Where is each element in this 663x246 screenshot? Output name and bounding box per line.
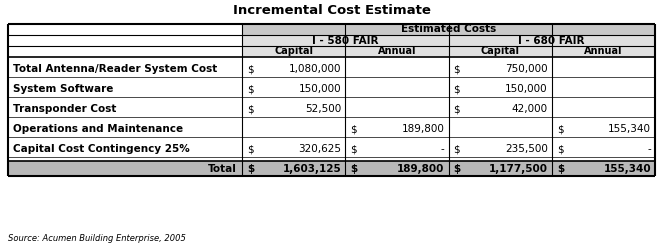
- Text: I - 680 FAIR: I - 680 FAIR: [518, 35, 585, 46]
- Bar: [242, 46, 655, 57]
- Text: $: $: [557, 144, 564, 154]
- Text: $: $: [557, 164, 564, 173]
- Text: 1,603,125: 1,603,125: [282, 164, 341, 173]
- Text: $: $: [247, 144, 254, 154]
- Text: $: $: [247, 64, 254, 74]
- Text: $: $: [453, 164, 461, 173]
- Text: $: $: [247, 104, 254, 114]
- Text: $: $: [247, 164, 254, 173]
- Text: 189,800: 189,800: [402, 124, 444, 134]
- Text: 155,340: 155,340: [608, 124, 651, 134]
- Text: Estimated Costs: Estimated Costs: [401, 25, 496, 34]
- Text: $: $: [453, 104, 460, 114]
- Text: 155,340: 155,340: [603, 164, 651, 173]
- Text: Transponder Cost: Transponder Cost: [13, 104, 117, 114]
- Text: 1,177,500: 1,177,500: [489, 164, 548, 173]
- Text: Capital: Capital: [481, 46, 520, 57]
- Text: $: $: [350, 144, 357, 154]
- Bar: [8, 161, 655, 176]
- Text: 42,000: 42,000: [512, 104, 548, 114]
- Text: Source: Acumen Building Enterprise, 2005: Source: Acumen Building Enterprise, 2005: [8, 234, 186, 243]
- Text: 189,800: 189,800: [397, 164, 444, 173]
- Text: $: $: [453, 84, 460, 94]
- Text: 235,500: 235,500: [505, 144, 548, 154]
- Text: -: -: [441, 144, 444, 154]
- Text: $: $: [350, 164, 357, 173]
- Text: Capital Cost Contingency 25%: Capital Cost Contingency 25%: [13, 144, 190, 154]
- Text: 320,625: 320,625: [298, 144, 341, 154]
- Text: $: $: [247, 84, 254, 94]
- Text: -: -: [647, 144, 651, 154]
- Text: $: $: [453, 144, 460, 154]
- Bar: [242, 35, 655, 46]
- Text: Annual: Annual: [378, 46, 416, 57]
- Text: $: $: [557, 124, 564, 134]
- Text: $: $: [350, 124, 357, 134]
- Text: 150,000: 150,000: [505, 84, 548, 94]
- Text: Total Antenna/Reader System Cost: Total Antenna/Reader System Cost: [13, 64, 217, 74]
- Text: 150,000: 150,000: [298, 84, 341, 94]
- Text: $: $: [453, 64, 460, 74]
- Text: 750,000: 750,000: [505, 64, 548, 74]
- Text: Total: Total: [208, 164, 237, 173]
- Text: I - 580 FAIR: I - 580 FAIR: [312, 35, 379, 46]
- Text: Operations and Maintenance: Operations and Maintenance: [13, 124, 183, 134]
- Text: Incremental Cost Estimate: Incremental Cost Estimate: [233, 3, 430, 16]
- Text: 52,500: 52,500: [305, 104, 341, 114]
- Text: 1,080,000: 1,080,000: [289, 64, 341, 74]
- Text: Annual: Annual: [584, 46, 623, 57]
- Text: Capital: Capital: [274, 46, 313, 57]
- Bar: [8, 24, 655, 176]
- Bar: [242, 24, 655, 35]
- Text: System Software: System Software: [13, 84, 113, 94]
